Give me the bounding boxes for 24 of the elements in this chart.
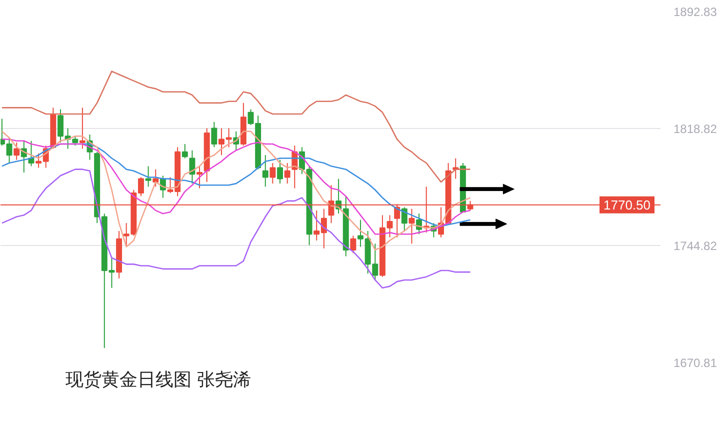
text: 现货黄金日线图 张尧浠 xyxy=(66,370,252,390)
line-series xyxy=(1,70,471,183)
candlestick xyxy=(79,107,86,150)
ref-line-label: 1770.50 xyxy=(604,197,651,212)
candlestick xyxy=(270,162,276,184)
candlestick xyxy=(262,154,268,188)
candlestick xyxy=(277,159,283,184)
line-series xyxy=(1,168,471,289)
y-tick-label: 1892.83 xyxy=(674,5,718,19)
candlestick xyxy=(211,121,218,148)
line-series xyxy=(1,130,471,251)
candlestick xyxy=(152,168,159,188)
candlestick xyxy=(408,208,415,244)
candlestick xyxy=(401,206,408,232)
candlestick xyxy=(182,144,188,159)
y-tick-label: 1744.82 xyxy=(674,238,718,253)
y-tick-label: 1818.82 xyxy=(674,122,718,136)
candlestick xyxy=(14,142,20,160)
y-tick-label: 1670.81 xyxy=(674,356,718,370)
candlestick xyxy=(284,162,290,184)
candlestick xyxy=(189,150,196,184)
candlestick xyxy=(196,166,203,189)
candlestick xyxy=(145,166,152,188)
candlestick xyxy=(350,235,356,254)
